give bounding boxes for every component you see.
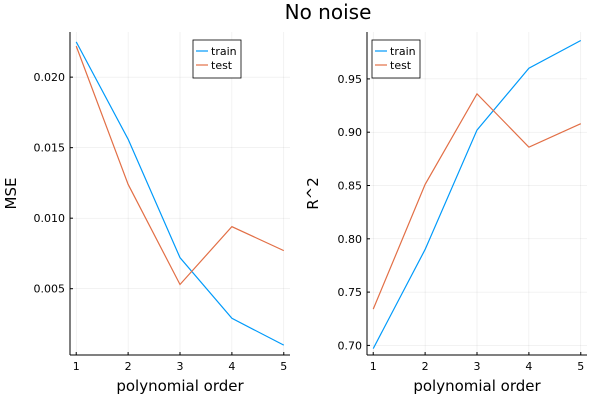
mse-x-axis-label: polynomial order (116, 377, 244, 395)
mse-y-tick-label: 0.010 (34, 212, 66, 225)
r2-legend-label-test: test (390, 59, 412, 72)
r2-y-tick-label: 0.75 (338, 286, 363, 299)
mse-y-tick-label: 0.015 (34, 142, 66, 155)
r2-y-axis-label: R^2 (304, 177, 322, 210)
r2-x-tick-label: 4 (525, 360, 532, 373)
mse-x-tick-label: 5 (280, 360, 287, 373)
mse-series-test-line (75, 45, 285, 286)
mse-plot-panel: 1 2 3 4 5 0.005 0.010 0.015 0.020 polynomial orde… (2, 32, 290, 395)
r2-y-tick-label: 0.80 (338, 233, 363, 246)
r2-y-tick-label: 0.70 (338, 339, 363, 352)
mse-x-tick-label: 4 (228, 360, 235, 373)
r2-x-axis-label: polynomial order (413, 377, 541, 395)
figure-title: No noise (285, 0, 372, 24)
r2-x-tick-label: 3 (474, 360, 481, 373)
mse-y-tick-label: 0.020 (34, 71, 66, 84)
r2-x-tick-label: 5 (577, 360, 584, 373)
mse-legend-label-test: test (211, 59, 233, 72)
r2-y-tick-label: 0.90 (338, 126, 363, 139)
mse-x-tick-label: 3 (177, 360, 184, 373)
r2-legend-label-train: train (390, 45, 416, 58)
r2-x-tick-label: 1 (370, 360, 377, 373)
r2-series-train-line (372, 39, 582, 349)
mse-series-train-line (75, 41, 285, 346)
mse-x-tick-label: 1 (73, 360, 80, 373)
mse-y-tick-label: 0.005 (34, 283, 66, 296)
mse-y-axis-label: MSE (2, 178, 20, 210)
r2-x-tick-label: 2 (422, 360, 429, 373)
mse-legend-label-train: train (211, 45, 237, 58)
r2-y-tick-label: 0.95 (338, 73, 363, 86)
mse-legend-box (192, 39, 242, 79)
r2-plot-panel: 1 2 3 4 5 0.70 0.75 0.80 0.85 0.90 0.95 polynomial … (304, 32, 587, 395)
mse-x-tick-label: 2 (125, 360, 132, 373)
r2-y-tick-label: 0.85 (338, 180, 363, 193)
r2-series-test-line (372, 92, 582, 310)
r2-legend-box (371, 39, 421, 79)
